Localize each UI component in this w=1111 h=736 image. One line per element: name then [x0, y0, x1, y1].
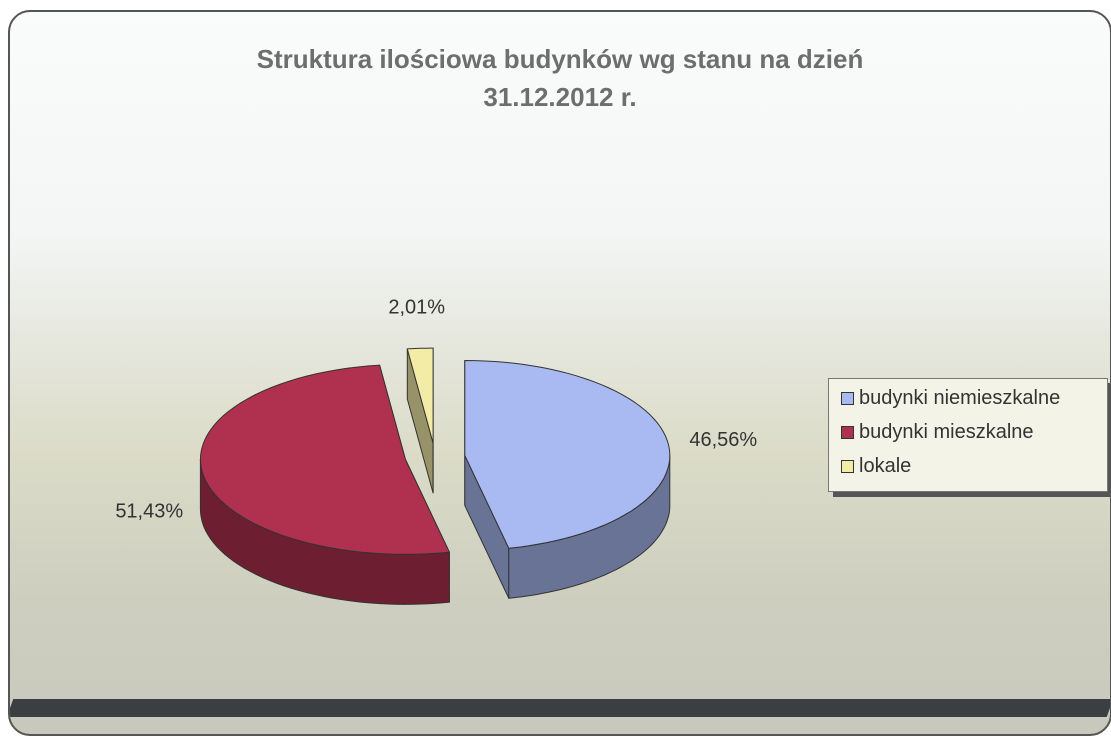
legend-label: lokale [859, 455, 912, 477]
legend-swatch [841, 460, 854, 473]
legend: budynki niemieszkalne budynki mieszkalne l… [828, 378, 1108, 492]
legend-label: budynki niemieszkalne [859, 387, 1061, 409]
slice [199, 364, 451, 555]
legend-swatch [841, 426, 854, 439]
legend-swatch [841, 392, 854, 405]
legend-item: lokale [841, 455, 911, 478]
data-label: 2,01% [388, 297, 445, 319]
legend-label: budynki mieszkalne [859, 421, 1034, 443]
chart-title: Struktura ilościowa budynków wg stanu na… [256, 44, 864, 112]
data-label: 51,43% [115, 501, 183, 523]
chart-frame: Struktura ilościowa budynków wg stanu na… [8, 10, 1111, 736]
legend-item: budynki mieszkalne [841, 421, 1034, 444]
slice [464, 359, 671, 549]
data-label: 46,56% [689, 429, 757, 451]
slice [406, 347, 434, 444]
pie-area: 51,43% 46,56% 2,01% [115, 297, 757, 605]
legend-item: budynki niemieszkalne [841, 387, 1060, 410]
